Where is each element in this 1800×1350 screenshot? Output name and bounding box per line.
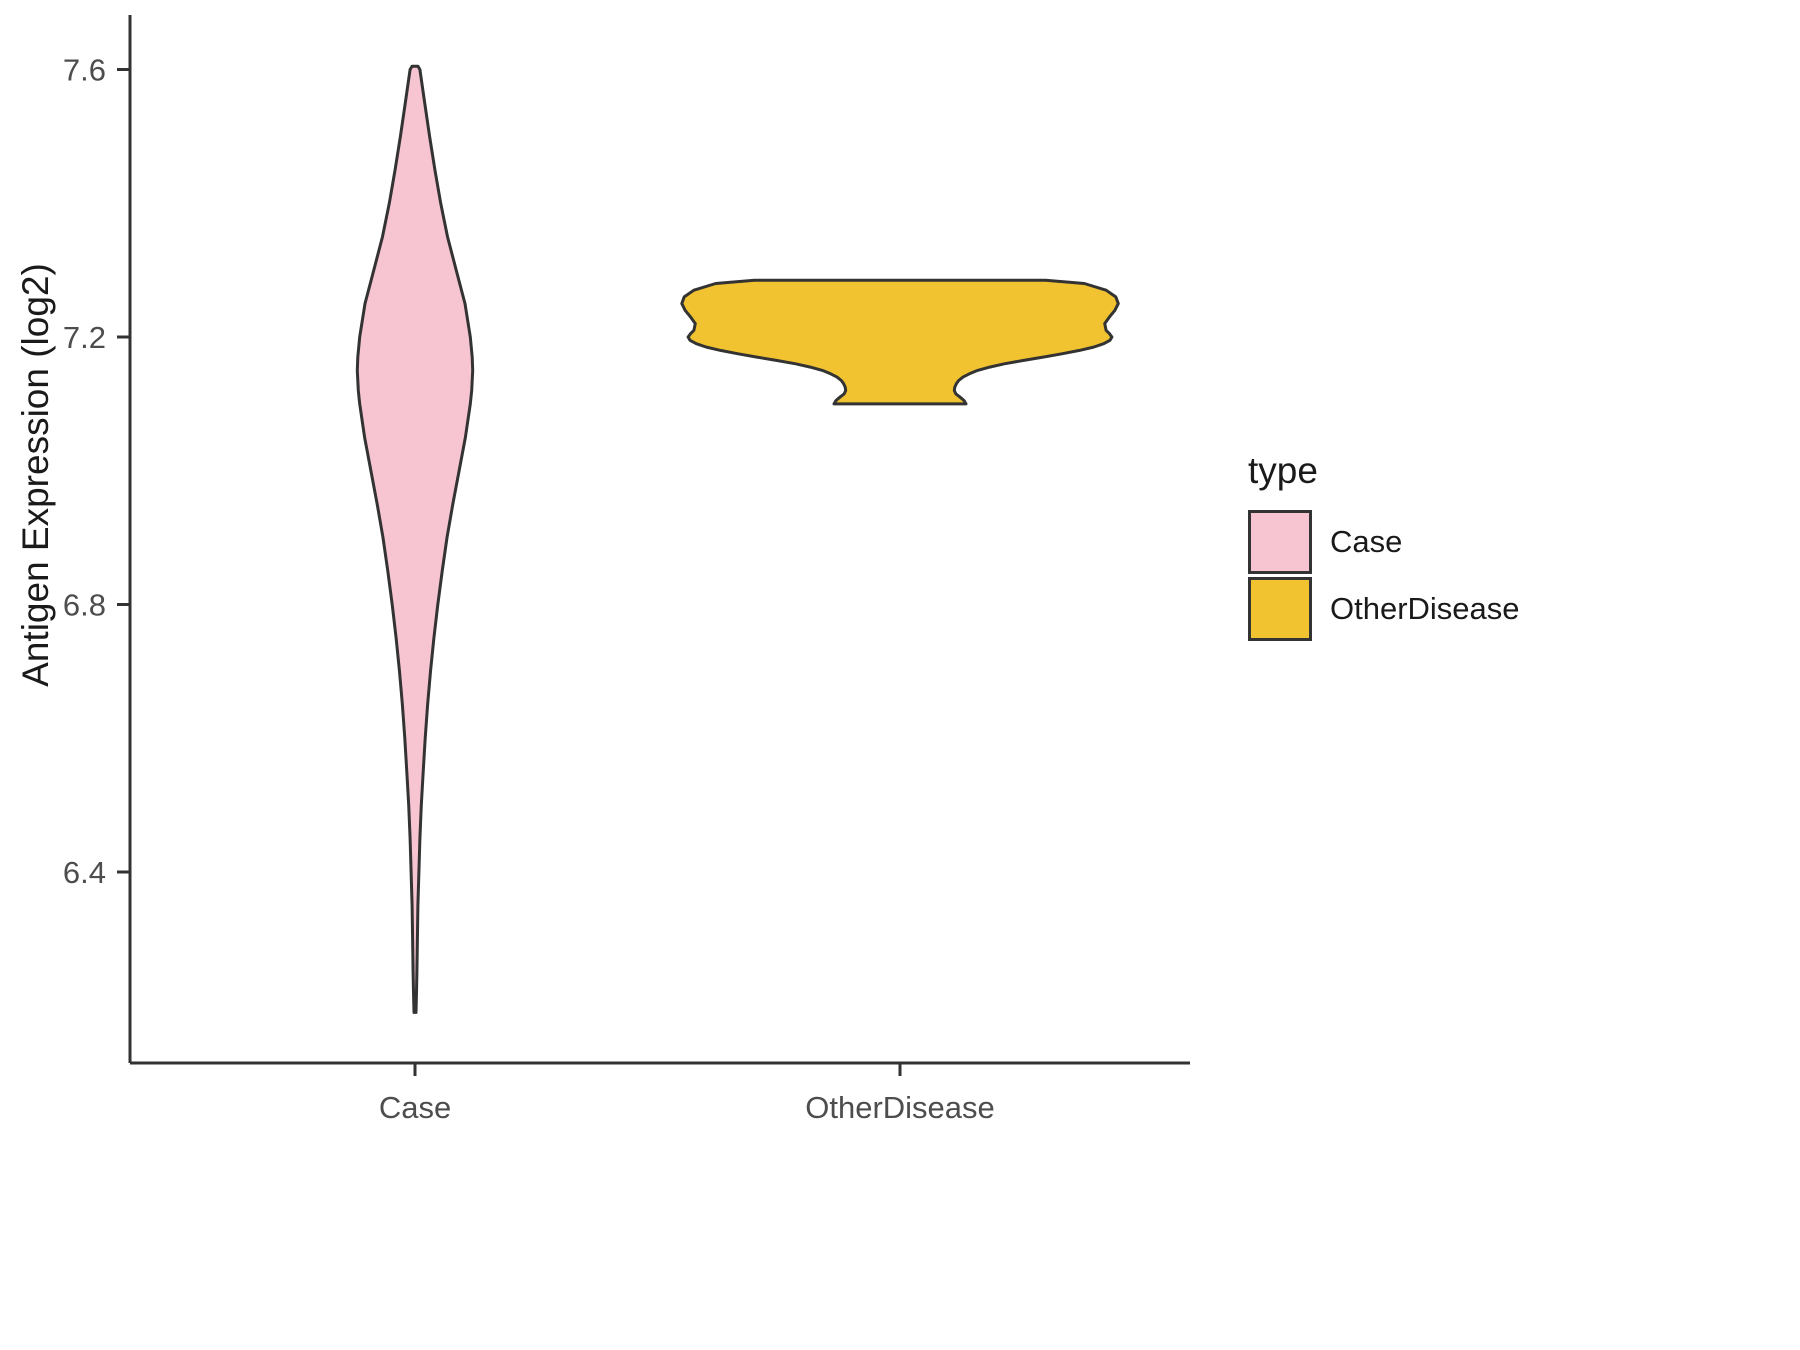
x-tick-label: OtherDisease xyxy=(805,1090,995,1125)
legend-swatch-case xyxy=(1248,510,1312,574)
y-tick-label: 6.8 xyxy=(63,588,106,623)
violin-case xyxy=(355,64,475,1014)
legend-swatch-otherdisease xyxy=(1248,577,1312,641)
x-tick-label: Case xyxy=(379,1090,451,1125)
violin-otherdisease xyxy=(680,278,1120,406)
y-tick-label: 7.6 xyxy=(63,53,106,88)
y-axis-title: Antigen Expression (log2) xyxy=(15,263,56,687)
legend: type Case OtherDisease xyxy=(1248,450,1520,644)
legend-label-otherdisease: OtherDisease xyxy=(1330,591,1520,626)
y-tick-label: 6.4 xyxy=(63,855,106,890)
legend-title: type xyxy=(1248,450,1318,491)
y-tick-label: 7.2 xyxy=(63,320,106,355)
legend-label-case: Case xyxy=(1330,524,1403,559)
legend-item-case: Case xyxy=(1248,510,1520,574)
legend-item-otherdisease: OtherDisease xyxy=(1248,577,1520,641)
